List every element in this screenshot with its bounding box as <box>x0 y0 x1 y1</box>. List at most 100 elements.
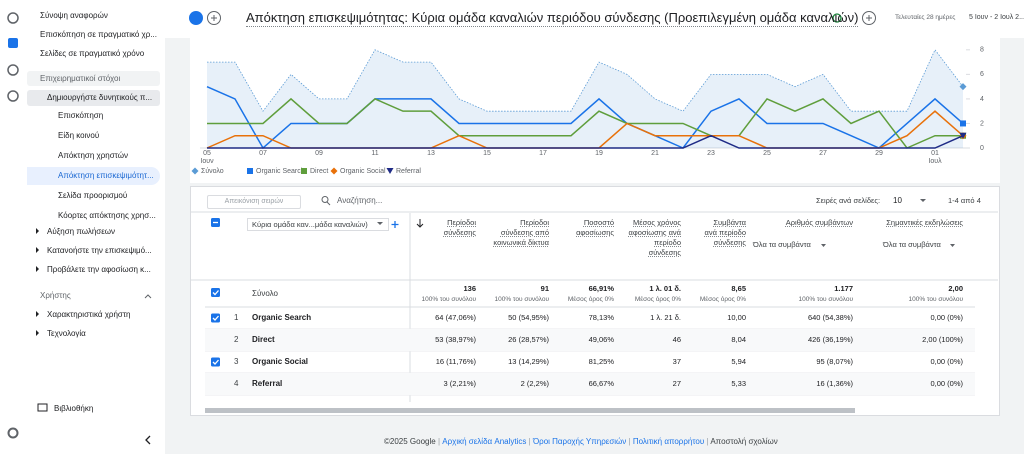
x-tick-label: 13 <box>427 150 435 157</box>
nav-item[interactable]: Είδη κοινού <box>58 131 100 140</box>
legend-marker <box>386 168 394 174</box>
nav-icon[interactable] <box>7 90 19 102</box>
nav-item[interactable]: Επισκόπηση <box>58 111 104 120</box>
cell: 50 (54,95%) <box>508 313 549 322</box>
cell: 0,00 (0%) <box>930 379 963 388</box>
nav-item[interactable]: Χαρακτηριστικά χρήστη <box>47 310 131 319</box>
nav-item[interactable]: Κόορτες απόκτησης χρησ... <box>58 211 156 220</box>
series-line <box>207 134 964 149</box>
column-header[interactable]: Αριθμός συμβάντων <box>785 218 853 227</box>
dropdown <box>920 199 926 202</box>
row-number: 4 <box>234 379 239 388</box>
search-input[interactable]: Αναζήτηση... <box>337 196 383 205</box>
footer-text: | <box>628 437 631 446</box>
cell: 5,94 <box>731 357 746 366</box>
dimension-select[interactable]: Κύρια ομάδα καν...μάδα καναλιών) <box>247 218 389 231</box>
collapse-icon[interactable] <box>145 435 151 445</box>
x-month-label: Ιουλ <box>928 158 942 165</box>
nav-item[interactable]: Σύνοψη αναφορών <box>40 11 108 20</box>
cell: 78,13% <box>588 313 614 322</box>
legend-label: Σύνολο <box>201 167 224 175</box>
x-tick-label: 15 <box>483 150 491 157</box>
column-header[interactable]: Περίοδοι σύνδεσης <box>443 218 476 237</box>
search-icon <box>321 196 329 203</box>
column-header[interactable]: Μέσος χρόνος αφοσίωσης ανά περίοδο σύνδε… <box>628 218 681 257</box>
cell: 426 (36,19%) <box>807 335 853 344</box>
y-tick-label: 8 <box>980 47 984 54</box>
nav-icon[interactable] <box>8 38 18 48</box>
legend-label: Referral <box>396 168 421 175</box>
footer-link[interactable]: Πολιτική απορρήτου <box>632 437 705 446</box>
total-value: 2,00 <box>948 284 963 293</box>
nav-item[interactable]: Επισκόπηση σε πραγματικό χρ... <box>40 30 157 39</box>
total-note: Μέσος όρος 0% <box>634 296 681 303</box>
cell: 3 (2,21%) <box>443 379 476 388</box>
nav-item[interactable]: Σελίδα προορισμού <box>58 191 128 200</box>
pagination: 1-4 από 4 <box>948 196 981 205</box>
total-note: 100% του συνόλου <box>421 296 476 303</box>
row-name[interactable]: Organic Social <box>252 357 309 366</box>
expander <box>36 228 39 234</box>
row-checkbox[interactable] <box>211 288 220 297</box>
nav-item[interactable]: Σελίδες σε πραγματικό χρόνο <box>40 49 145 58</box>
x-tick-label: 11 <box>371 150 378 157</box>
cell: 49,06% <box>588 335 614 344</box>
plot-rows-button[interactable]: Απεικόνιση σειρών <box>207 195 301 209</box>
nav-icon[interactable] <box>7 64 19 76</box>
row-name[interactable]: Referral <box>252 379 283 388</box>
footer-text: | <box>706 437 709 446</box>
column-header[interactable]: Ποσοστό αφοσίωσης <box>576 218 614 237</box>
library-link[interactable]: Βιβλιοθήκη <box>54 404 94 413</box>
cell: 95 (8,07%) <box>816 357 853 366</box>
nav-item[interactable]: Τεχνολογία <box>47 329 86 338</box>
row-checkbox[interactable] <box>211 357 220 367</box>
row-number: 3 <box>234 357 239 366</box>
column-header[interactable]: Σημαντικές εκδηλώσεις <box>886 218 963 227</box>
rows-per-page[interactable]: 10 <box>893 196 902 205</box>
plus <box>391 221 399 228</box>
cell: 8,04 <box>731 335 746 344</box>
cell: 2 (2,2%) <box>520 379 549 388</box>
total-note: Μέσος όρος 0% <box>699 296 746 303</box>
nav-item[interactable]: Κατανοήστε την επισκεψιμό... <box>47 246 152 255</box>
footer-link[interactable]: Αρχική σελίδα Analytics <box>442 437 527 446</box>
column-filter[interactable]: Όλα τα συμβάντα <box>753 240 811 249</box>
nav-icon[interactable] <box>7 12 19 24</box>
dropdown <box>821 244 826 247</box>
nav-item[interactable]: Αύξηση πωλήσεων <box>47 227 116 236</box>
column-filter[interactable]: Όλα τα συμβάντα <box>883 240 941 249</box>
row-name[interactable]: Direct <box>252 335 275 344</box>
footer-link[interactable]: Αποστολή σχολίων <box>710 437 778 446</box>
status-icon <box>832 13 842 23</box>
chevron <box>144 294 152 299</box>
group-label[interactable]: Δημιουργήστε δυνητικούς π... <box>47 93 153 102</box>
total-value: 8,65 <box>731 284 746 293</box>
nav-item[interactable]: Απόκτηση χρηστών <box>58 151 128 160</box>
row-name[interactable]: Organic Search <box>252 313 312 322</box>
column-header[interactable]: Συμβάντα ανά περίοδο σύνδεσης <box>704 218 746 247</box>
footer-text: ©2025 Google <box>384 437 436 446</box>
plus <box>211 15 217 21</box>
column-header[interactable]: Περίοδοι σύνδεσης από κοινωνικά δίκτυα <box>493 218 549 247</box>
footer: ©2025 Google | Αρχική σελίδα Analytics |… <box>384 437 778 447</box>
cell: 1 λ. 21 δ. <box>650 313 681 322</box>
end-marker <box>959 83 967 91</box>
cell: 0,00 (0%) <box>930 357 963 366</box>
x-tick-label: 25 <box>763 150 771 157</box>
section-label: Χρήστης <box>40 291 71 300</box>
nav-item[interactable]: Απόκτηση επισκεψιμότητ... <box>58 171 154 180</box>
date-range[interactable]: 5 Ιουν - 2 Ιουλ 2... <box>969 14 1024 21</box>
header-bar <box>165 0 1024 38</box>
row-number: 1 <box>234 313 239 322</box>
end-marker <box>959 132 967 139</box>
footer-link[interactable]: Όροι Παροχής Υπηρεσιών <box>532 437 627 446</box>
row-checkbox[interactable] <box>211 313 220 323</box>
report-title: Απόκτηση επισκεψιμότητας: Κύρια ομάδα κα… <box>246 10 859 27</box>
sort-arrow <box>416 219 424 228</box>
check <box>212 290 219 296</box>
nav-item[interactable]: Προβάλετε την αφοσίωση κ... <box>47 265 151 274</box>
settings-icon[interactable] <box>7 427 19 439</box>
expander <box>36 266 39 272</box>
report-icon <box>189 11 203 25</box>
total-label: Σύνολο <box>252 289 278 298</box>
